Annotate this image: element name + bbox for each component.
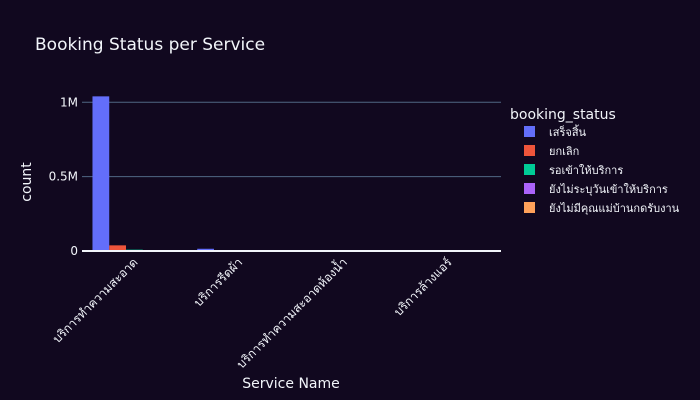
legend-label[interactable]: ยังไม่มีคุณแม่บ้านกดรับงาน: [549, 202, 680, 215]
legend-label[interactable]: รอเข้าให้บริการ: [549, 164, 623, 177]
legend-swatch[interactable]: [524, 164, 535, 175]
legend-label[interactable]: ยกเลิก: [549, 145, 579, 158]
legend-swatch[interactable]: [524, 145, 535, 156]
x-axis-title: Service Name: [242, 376, 340, 392]
bar[interactable]: [109, 245, 126, 251]
legend-swatch[interactable]: [524, 126, 535, 137]
x-tick-label: บริการล้างแอร์: [391, 255, 455, 319]
y-axis-title: count: [19, 162, 35, 202]
legend-swatch[interactable]: [524, 183, 535, 194]
bar[interactable]: [197, 248, 214, 251]
y-tick-label: 0: [70, 244, 78, 258]
legend-swatch[interactable]: [524, 202, 535, 213]
legend-title: booking_status: [510, 107, 616, 123]
bar[interactable]: [92, 96, 110, 251]
y-tick-label: 1M: [60, 95, 78, 109]
legend-label[interactable]: เสร็จสิ้น: [549, 124, 587, 139]
x-tick-label: บริการรีดผ้า: [191, 255, 245, 309]
x-tick-label: บริการทำความสะอาดห้องน้ำ: [233, 254, 350, 371]
y-tick-label: 0.5M: [49, 170, 78, 184]
legend: booking_status เสร็จสิ้นยกเลิกรอเข้าให้บ…: [510, 107, 680, 215]
x-tick-label: บริการทำความสะอาด: [50, 255, 141, 346]
chart-title: Booking Status per Service: [35, 35, 265, 55]
bars: [92, 96, 491, 251]
grid-lines: [82, 101, 501, 178]
legend-label[interactable]: ยังไม่ระบุวันเข้าให้บริการ: [549, 183, 668, 196]
